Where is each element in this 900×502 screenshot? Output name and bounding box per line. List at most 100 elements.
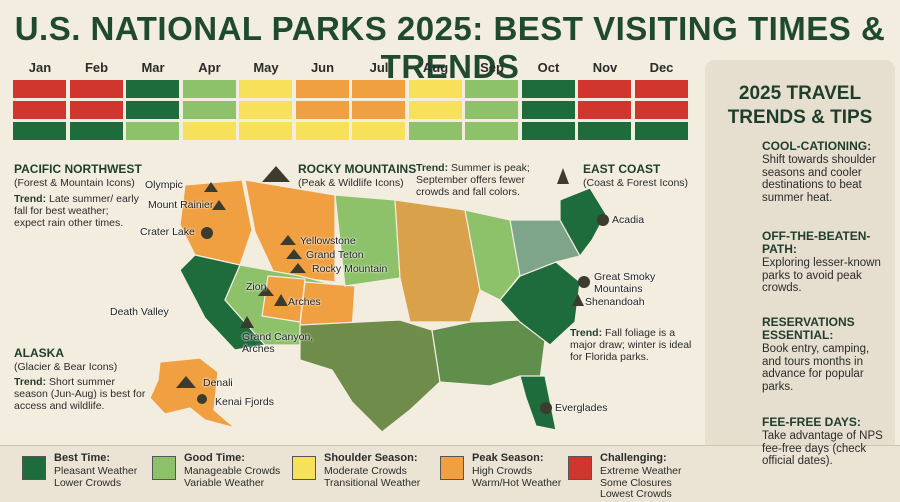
region-name: PACIFIC NORTHWEST	[14, 162, 142, 176]
calendar-cell	[125, 100, 180, 120]
park-label: Crater Lake	[140, 226, 195, 238]
calendar-cell	[464, 100, 519, 120]
calendar-cell	[407, 121, 463, 141]
calendar-cell	[577, 79, 632, 99]
trend-text: Summer is peak; September offers fewer c…	[416, 162, 530, 198]
region-florida	[519, 375, 557, 431]
calendar-cell	[12, 100, 67, 120]
calendar-cell	[68, 79, 124, 99]
calendar-cell	[633, 121, 689, 141]
region-name: EAST COAST	[583, 162, 661, 176]
calendar-cell	[464, 79, 519, 99]
mountain-icon	[212, 200, 226, 210]
region-texas	[299, 319, 441, 433]
legend-text: Lowest Crowds	[600, 488, 672, 500]
trend-label: Trend:	[570, 327, 603, 339]
legend-label: Good Time:	[184, 452, 245, 464]
mountain-icon	[204, 182, 218, 192]
legend-label: Peak Season:	[472, 452, 544, 464]
page-title: U.S. NATIONAL PARKS 2025: BEST VISITING …	[14, 10, 886, 85]
trend-label: Trend:	[14, 376, 47, 388]
calendar-cell	[577, 121, 632, 141]
calendar-cell	[407, 100, 463, 120]
calendar-cell	[633, 79, 689, 99]
calendar-cell	[181, 100, 237, 120]
legend-text: Manageable Crowds	[184, 465, 281, 477]
legend-swatch	[22, 456, 46, 480]
park-label: Mount Rainier	[148, 199, 214, 211]
region-trend: Trend: Late summer/ early fall for best …	[14, 193, 139, 229]
month-label: Jan	[28, 60, 52, 75]
legend-label: Shoulder Season:	[324, 452, 418, 464]
lake-icon	[201, 227, 213, 239]
region-trend: Trend: Summer is peak; September offers …	[416, 162, 541, 198]
trend-label: Trend:	[14, 193, 47, 205]
trend-text: Late summer/ early fall for best weather…	[14, 193, 139, 229]
region-mid-atlantic	[509, 219, 581, 277]
calendar-cell	[464, 121, 519, 141]
calendar-cell	[68, 100, 124, 120]
legend-swatch	[292, 456, 316, 480]
month-label: Feb	[84, 60, 109, 75]
calendar-cell	[125, 121, 180, 141]
legend-text: Warm/Hot Weather	[472, 476, 562, 489]
park-label: Olympic	[145, 179, 183, 191]
calendar-cell	[351, 79, 406, 99]
tip-text: Exploring lesser-known parks to avoid pe…	[762, 257, 881, 294]
legend-label: Best Time:	[54, 452, 111, 464]
calendar-cell	[294, 121, 350, 141]
calendar-cell	[12, 79, 67, 99]
legend-text: Lower Crowds	[54, 476, 122, 489]
tree-icon	[572, 294, 584, 306]
month-label: Nov	[592, 60, 618, 75]
month-label: Oct	[537, 60, 560, 75]
calendar-cell	[238, 100, 293, 120]
tip-heading: FEE-FREE DAYS:	[762, 415, 861, 429]
region-trend: Trend: Fall foliage is a major draw; win…	[570, 327, 695, 363]
legend-text: High Crowds	[472, 465, 533, 477]
region-subtitle: (Forest & Mountain Icons)	[14, 177, 135, 189]
plant-icon	[540, 402, 552, 414]
legend-text: Some Closures	[600, 476, 672, 489]
calendar-cell	[520, 100, 576, 120]
globe-icon	[578, 276, 590, 288]
trend-label: Trend:	[416, 162, 449, 174]
calendar-cell	[181, 79, 237, 99]
trend-text: Short summer season (Jun-Aug) is best fo…	[14, 376, 146, 412]
park-label: Rocky Mountain	[312, 263, 388, 275]
mountain-icon	[280, 235, 296, 245]
bear-icon	[197, 394, 207, 404]
calendar-cell	[577, 100, 632, 120]
mountain-icon	[286, 249, 302, 259]
region-alaska	[149, 357, 236, 429]
calendar-cell	[520, 79, 576, 99]
month-label: Jul	[369, 60, 389, 75]
calendar-cell	[407, 79, 463, 99]
calendar-cell	[351, 121, 406, 141]
month-label: May	[253, 60, 279, 75]
region-subtitle: (Coast & Forest Icons)	[583, 177, 689, 189]
calendar-cell	[294, 79, 350, 99]
legend-text: Pleasant Weather	[54, 465, 138, 477]
park-label: Zion	[246, 281, 267, 293]
trend-text: Fall foliage is a major draw; winter is …	[570, 327, 692, 363]
region-subtitle: (Glacier & Bear Icons)	[14, 361, 118, 373]
region-east	[499, 261, 581, 346]
calendar-cell	[238, 79, 293, 99]
legend-text: Extreme Weather	[600, 465, 682, 477]
region-trend: Trend: Short summer season (Jun-Aug) is …	[14, 376, 149, 412]
park-label: Grand Teton	[306, 249, 364, 261]
mountain-icon	[258, 286, 274, 296]
region-name: ALASKA	[14, 346, 64, 360]
tip-text: Take advantage of NPS fee-free days (che…	[762, 430, 883, 467]
arch-icon	[274, 294, 288, 306]
calendar-cell	[633, 100, 689, 120]
calendar-cell	[68, 121, 124, 141]
park-label: Kenai Fjords	[215, 396, 274, 408]
month-label: Mar	[141, 60, 165, 75]
legend-text: Variable Weather	[184, 476, 265, 489]
park-label: Arches	[288, 296, 321, 308]
arch-icon	[240, 316, 254, 328]
